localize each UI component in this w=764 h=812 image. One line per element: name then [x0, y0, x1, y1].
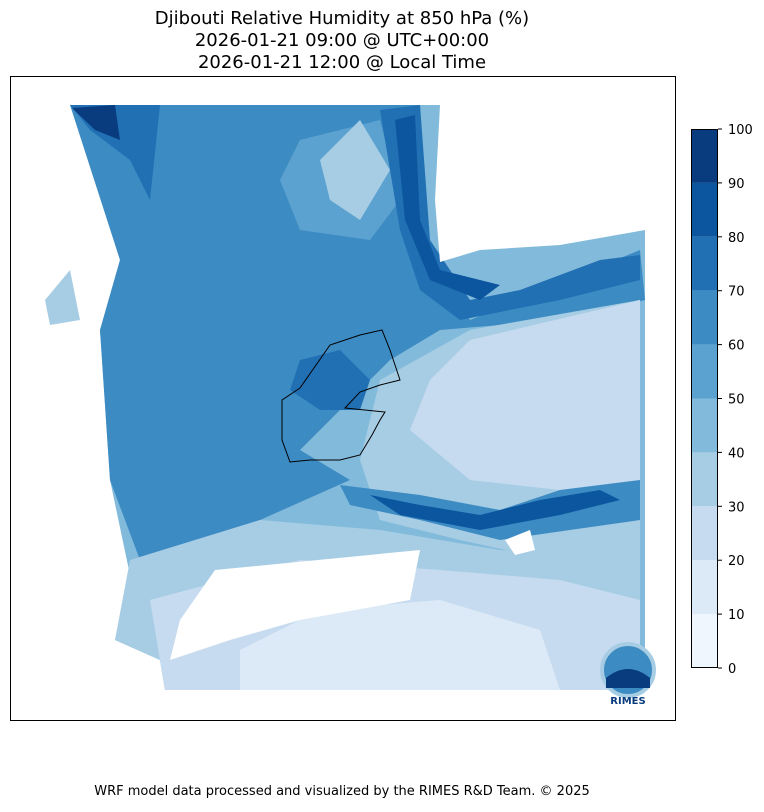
humidity-field	[320, 120, 390, 220]
humidity-field	[290, 350, 370, 410]
colorbar: 0 10 20 30 40 50 60 70 80 90 100	[691, 123, 753, 677]
no-data	[45, 270, 80, 325]
no-data	[435, 105, 645, 262]
colorbar-tick-label: 40	[728, 446, 745, 461]
colorbar-segment	[691, 182, 718, 237]
colorbar-segment	[691, 398, 718, 453]
humidity-field	[395, 115, 500, 300]
colorbar-segment	[691, 452, 718, 507]
title-line: 2026-01-21 09:00 @ UTC+00:00	[195, 30, 489, 51]
colorbar-segment	[691, 560, 718, 615]
colorbar-tick-label: 60	[728, 339, 745, 354]
colorbar-tick-label: 90	[728, 177, 745, 192]
no-data	[170, 550, 420, 660]
humidity-field	[72, 105, 120, 140]
country-border	[281, 329, 401, 463]
colorbar-segment	[691, 614, 718, 668]
map: RIMES	[10, 76, 676, 721]
colorbar-segment	[691, 290, 718, 345]
colorbar-tick-label: 100	[728, 123, 753, 138]
title-line: 2026-01-21 12:00 @ Local Time	[198, 52, 486, 73]
colorbar-segment	[691, 129, 718, 183]
footer: WRF model data processed and visualized …	[94, 784, 590, 799]
colorbar-tick-label: 50	[728, 393, 745, 408]
humidity-field	[70, 105, 160, 200]
humidity-field	[340, 480, 640, 540]
title-line: Djibouti Relative Humidity at 850 hPa (%…	[155, 8, 529, 29]
humidity-field	[410, 300, 640, 490]
humidity-field	[380, 105, 640, 320]
humidity-field	[240, 600, 560, 690]
colorbar-tick-label: 80	[728, 231, 745, 246]
colorbar-tick-label: 30	[728, 500, 745, 515]
logo-wave	[606, 669, 650, 688]
no-data	[505, 530, 535, 555]
colorbar-segment	[691, 236, 718, 291]
logo: RIMES	[600, 642, 656, 707]
colorbar-frame	[691, 129, 718, 668]
humidity-field	[70, 105, 645, 560]
colorbar-segment	[691, 506, 718, 561]
colorbar-tick-label: 0	[728, 662, 736, 677]
humidity-field	[370, 490, 620, 530]
colorbar-segment	[691, 344, 718, 399]
colorbar-tick-label: 20	[728, 554, 745, 569]
logo-text: RIMES	[610, 696, 645, 707]
colorbar-tick-label: 10	[728, 608, 745, 623]
colorbar-tick-label: 70	[728, 285, 745, 300]
